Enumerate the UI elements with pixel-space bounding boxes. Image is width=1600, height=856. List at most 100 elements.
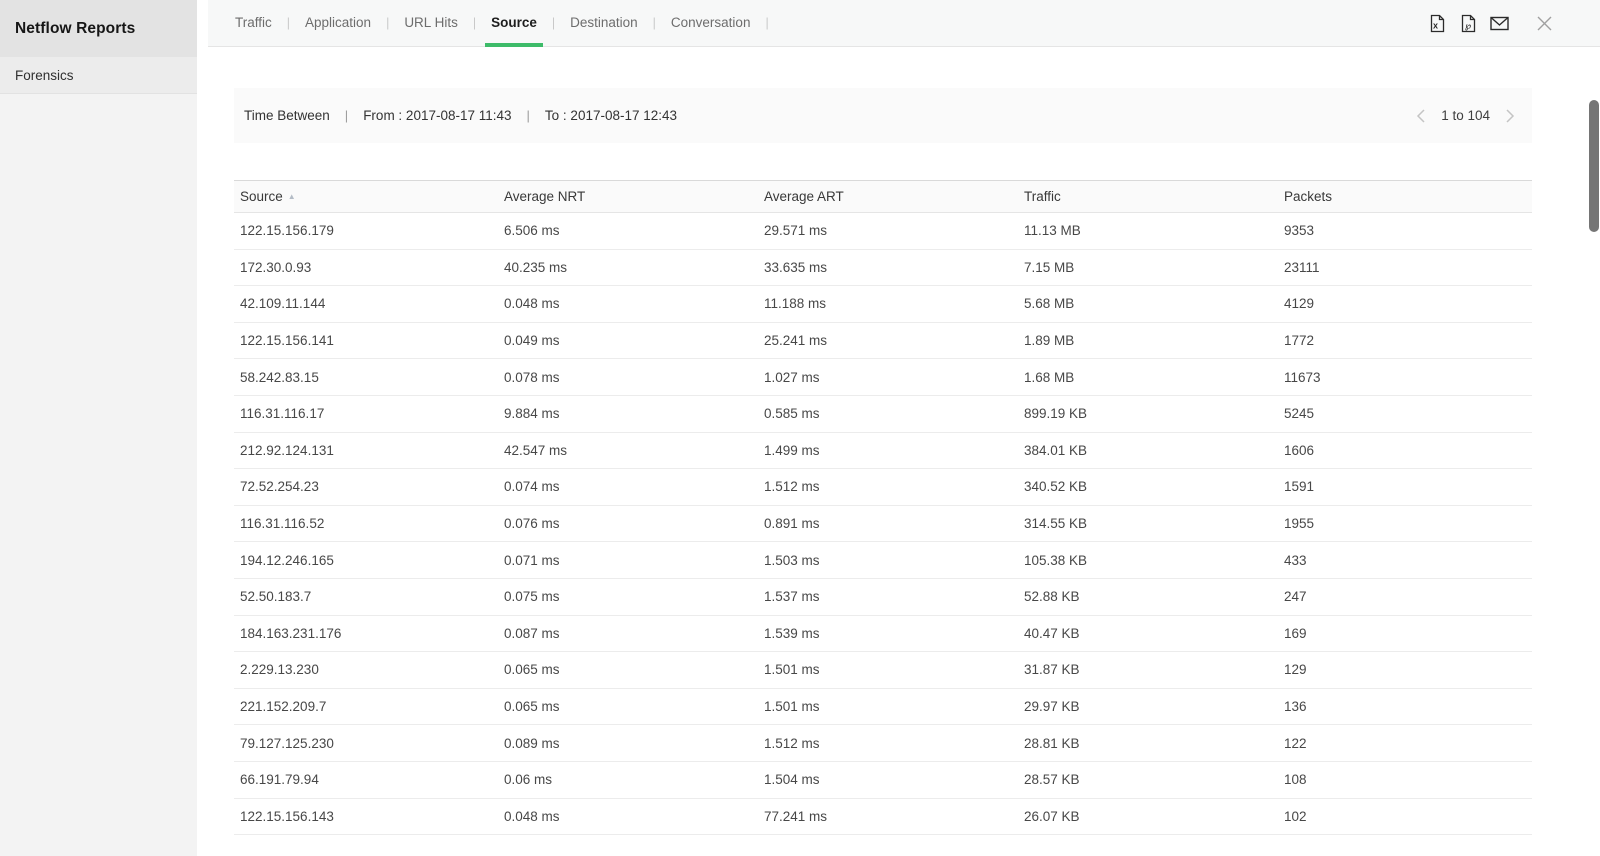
tab-separator: |: [551, 16, 556, 30]
cell-source: 66.191.79.94: [234, 761, 498, 799]
cell-packets: 247: [1278, 578, 1532, 616]
table-row[interactable]: 58.242.83.15 0.078 ms 1.027 ms 1.68 MB 11673: [234, 358, 1532, 396]
cell-avg-art: 1.501 ms: [758, 651, 1018, 689]
cell-avg-nrt: 6.506 ms: [498, 212, 758, 250]
cell-packets: 1772: [1278, 322, 1532, 360]
table-row[interactable]: 2.229.13.230 0.065 ms 1.501 ms 31.87 KB 129: [234, 651, 1532, 689]
table-row[interactable]: 116.31.116.52 0.076 ms 0.891 ms 314.55 KB 19…: [234, 505, 1532, 543]
svg-text:x: x: [1432, 21, 1437, 31]
table-row[interactable]: 122.15.156.143 0.048 ms 77.241 ms 26.07 KB 1…: [234, 798, 1532, 836]
filter-bar: Time Between | From : 2017-08-17 11:43 |…: [234, 88, 1532, 143]
time-to-value: To : 2017-08-17 12:43: [544, 108, 678, 123]
cell-avg-art: 1.504 ms: [758, 761, 1018, 799]
cell-avg-art: 1.512 ms: [758, 724, 1018, 762]
table-row[interactable]: 66.191.79.94 0.06 ms 1.504 ms 28.57 KB 108: [234, 761, 1532, 799]
cell-traffic: 28.57 KB: [1018, 761, 1278, 799]
cell-packets: 4129: [1278, 285, 1532, 323]
cell-source: 194.12.246.165: [234, 541, 498, 579]
tab-destination[interactable]: Destination: [570, 14, 638, 30]
cell-avg-art: 1.501 ms: [758, 688, 1018, 726]
cell-avg-art: 1.512 ms: [758, 468, 1018, 506]
svg-text:℘: ℘: [1464, 22, 1470, 32]
time-between-label: Time Between: [244, 108, 330, 123]
cell-avg-nrt: 0.048 ms: [498, 285, 758, 323]
table-row[interactable]: 194.12.246.165 0.071 ms 1.503 ms 105.38 KB 4…: [234, 541, 1532, 579]
tab-separator: |: [286, 16, 291, 30]
filter-separator: |: [526, 108, 530, 123]
close-icon[interactable]: [1533, 13, 1555, 35]
tab-application[interactable]: Application: [305, 14, 372, 30]
cell-avg-art: 29.571 ms: [758, 212, 1018, 250]
cell-traffic: 314.55 KB: [1018, 505, 1278, 543]
table-row[interactable]: 122.15.156.179 6.506 ms 29.571 ms 11.13 MB 9…: [234, 212, 1532, 250]
cell-avg-nrt: 0.065 ms: [498, 688, 758, 726]
table-row[interactable]: 116.31.116.17 9.884 ms 0.585 ms 899.19 KB 52…: [234, 395, 1532, 433]
column-header-source[interactable]: Source ▲: [234, 180, 498, 213]
cell-traffic: 899.19 KB: [1018, 395, 1278, 433]
cell-avg-art: 77.241 ms: [758, 798, 1018, 836]
cell-avg-nrt: 0.071 ms: [498, 541, 758, 579]
table-row[interactable]: 122.15.156.141 0.049 ms 25.241 ms 1.89 MB 17…: [234, 322, 1532, 360]
table-row[interactable]: 79.127.125.230 0.089 ms 1.512 ms 28.81 KB 12…: [234, 724, 1532, 762]
cell-packets: 169: [1278, 615, 1532, 653]
cell-traffic: 26.07 KB: [1018, 798, 1278, 836]
cell-traffic: 28.81 KB: [1018, 724, 1278, 762]
cell-avg-art: 1.499 ms: [758, 432, 1018, 470]
cell-avg-nrt: 0.078 ms: [498, 358, 758, 396]
cell-source: 122.15.156.179: [234, 212, 498, 250]
cell-traffic: 384.01 KB: [1018, 432, 1278, 470]
cell-source: 42.109.11.144: [234, 285, 498, 323]
cell-avg-nrt: 0.074 ms: [498, 468, 758, 506]
cell-packets: 1606: [1278, 432, 1532, 470]
cell-traffic: 52.88 KB: [1018, 578, 1278, 616]
tab-url-hits[interactable]: URL Hits: [404, 14, 458, 30]
cell-packets: 9353: [1278, 212, 1532, 250]
time-from-value: From : 2017-08-17 11:43: [363, 108, 512, 123]
cell-avg-nrt: 9.884 ms: [498, 395, 758, 433]
cell-packets: 136: [1278, 688, 1532, 726]
cell-traffic: 105.38 KB: [1018, 541, 1278, 579]
export-excel-icon[interactable]: x: [1426, 13, 1448, 35]
column-header-traffic[interactable]: Traffic: [1018, 180, 1278, 213]
table-row[interactable]: 172.30.0.93 40.235 ms 33.635 ms 7.15 MB 2311…: [234, 249, 1532, 287]
email-report-icon[interactable]: [1488, 13, 1510, 35]
app-title: Netflow Reports: [0, 0, 197, 57]
cell-avg-art: 0.585 ms: [758, 395, 1018, 433]
export-pdf-icon[interactable]: ℘: [1457, 13, 1479, 35]
cell-source: 212.92.124.131: [234, 432, 498, 470]
pagination-range: 1 to 104: [1441, 108, 1490, 123]
tab-traffic[interactable]: Traffic: [235, 14, 272, 30]
cell-source: 122.15.156.143: [234, 798, 498, 836]
table-row[interactable]: 42.109.11.144 0.048 ms 11.188 ms 5.68 MB 412…: [234, 285, 1532, 323]
cell-avg-art: 11.188 ms: [758, 285, 1018, 323]
table-header-row: Source ▲ Average NRT Average ART Traffic Pack…: [234, 180, 1532, 213]
cell-packets: 23111: [1278, 249, 1532, 287]
cell-avg-nrt: 0.087 ms: [498, 615, 758, 653]
table-row[interactable]: 184.163.231.176 0.087 ms 1.539 ms 40.47 KB 1…: [234, 615, 1532, 653]
source-report-table: Source ▲ Average NRT Average ART Traffic Pack…: [234, 180, 1532, 836]
time-filter: Time Between | From : 2017-08-17 11:43 |…: [244, 108, 677, 123]
cell-packets: 5245: [1278, 395, 1532, 433]
column-header-average-art[interactable]: Average ART: [758, 180, 1018, 213]
cell-source: 172.30.0.93: [234, 249, 498, 287]
scrollbar-thumb[interactable]: [1589, 100, 1599, 232]
cell-source: 2.229.13.230: [234, 651, 498, 689]
tab-separator: |: [652, 16, 656, 30]
table-row[interactable]: 221.152.209.7 0.065 ms 1.501 ms 29.97 KB 136: [234, 688, 1532, 726]
column-header-average-nrt[interactable]: Average NRT: [498, 180, 758, 213]
table-row[interactable]: 52.50.183.7 0.075 ms 1.537 ms 52.88 KB 247: [234, 578, 1532, 616]
tab-source[interactable]: Source: [485, 0, 543, 47]
pagination-next-icon[interactable]: [1498, 105, 1520, 127]
column-header-packets[interactable]: Packets: [1278, 180, 1532, 213]
tab-separator: |: [386, 16, 390, 30]
table-body: 122.15.156.179 6.506 ms 29.571 ms 11.13 MB 9…: [234, 212, 1532, 836]
tab-conversation[interactable]: Conversation: [670, 14, 751, 30]
cell-packets: 122: [1278, 724, 1532, 762]
cell-traffic: 1.68 MB: [1018, 358, 1278, 396]
table-row[interactable]: 212.92.124.131 42.547 ms 1.499 ms 384.01 KB…: [234, 432, 1532, 470]
table-row[interactable]: 72.52.254.23 0.074 ms 1.512 ms 340.52 KB 159…: [234, 468, 1532, 506]
cell-source: 52.50.183.7: [234, 578, 498, 616]
cell-avg-art: 25.241 ms: [758, 322, 1018, 360]
sidebar-item-forensics[interactable]: Forensics: [0, 57, 197, 94]
pagination-prev-icon[interactable]: [1411, 105, 1433, 127]
